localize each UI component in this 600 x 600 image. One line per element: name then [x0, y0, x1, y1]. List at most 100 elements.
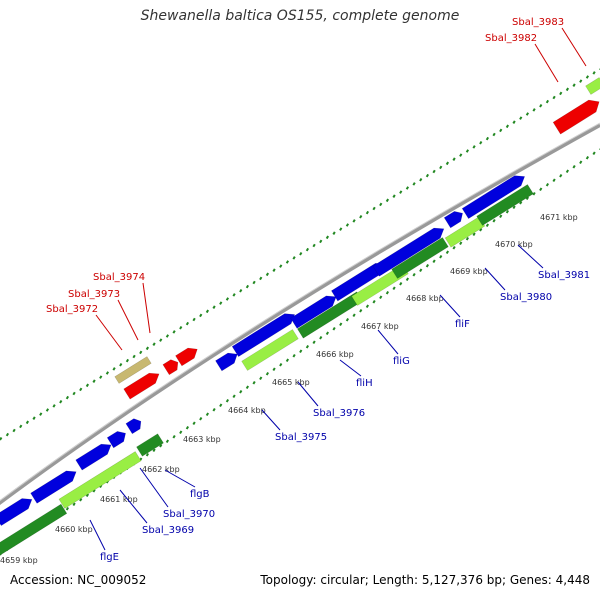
- reverse-gene-label: Sbal_3982: [485, 33, 537, 44]
- track-dot: [239, 288, 243, 293]
- track-dot: [52, 404, 56, 408]
- track-dot: [379, 202, 383, 207]
- track-dot: [312, 243, 316, 248]
- track-dot: [212, 305, 216, 309]
- track-dot: [272, 268, 276, 272]
- track-dot: [99, 375, 103, 379]
- track-dot: [32, 416, 36, 420]
- forward-gene-feature-shape: [290, 295, 337, 329]
- track-dot: [385, 198, 390, 203]
- track-dot: [219, 301, 223, 305]
- cds-feature: [391, 237, 449, 279]
- label-leader-line: [484, 267, 506, 291]
- track-dot: [379, 295, 383, 300]
- reverse-gene-label: Sbal_3972: [46, 304, 98, 315]
- track-dot: [572, 164, 576, 169]
- track-dot: [419, 177, 423, 182]
- track-dot: [285, 260, 290, 264]
- track-dot: [539, 103, 543, 108]
- track-dot: [152, 448, 156, 453]
- track-dot: [319, 335, 323, 340]
- track-dot: [45, 408, 50, 412]
- track-dot: [479, 227, 483, 232]
- track-dot: [432, 169, 436, 174]
- track-dot: [579, 160, 583, 165]
- track-dot: [312, 340, 316, 345]
- track-dot: [252, 280, 256, 285]
- track-dot: [252, 380, 256, 385]
- track-dot: [199, 416, 203, 421]
- cds-feature-shape: [585, 77, 600, 95]
- track-dot: [425, 173, 430, 178]
- reverse-gene-feature-shape: [162, 359, 179, 376]
- track-dot: [92, 488, 96, 493]
- track-dot: [292, 353, 296, 358]
- track-dot: [352, 219, 356, 223]
- forward-gene-label: flgE: [100, 552, 119, 563]
- track-dot: [519, 116, 523, 120]
- track-dot: [532, 191, 536, 196]
- reverse-gene-feature: [162, 359, 179, 376]
- track-dot: [92, 379, 96, 383]
- forward-gene-feature: [290, 295, 337, 329]
- reverse-gene-feature: [175, 347, 198, 367]
- cds-feature: [476, 184, 534, 226]
- label-leader-line: [439, 294, 461, 318]
- forward-gene-feature: [30, 470, 77, 504]
- track-dot: [439, 165, 443, 170]
- kbp-tick-label: 4665 kbp: [272, 378, 310, 387]
- gene-features: [0, 77, 600, 557]
- track-dot: [12, 428, 16, 433]
- cds-feature-shape: [241, 329, 299, 371]
- forward-gene-feature-shape: [461, 175, 526, 219]
- label-leader-line: [139, 467, 169, 508]
- track-dot: [505, 209, 510, 214]
- track-dot: [399, 190, 403, 194]
- track-dot: [539, 187, 543, 192]
- cds-feature: [58, 451, 142, 509]
- track-dot: [279, 362, 283, 367]
- track-dot: [565, 169, 570, 174]
- track-dot: [405, 186, 410, 190]
- track-dot: [159, 338, 163, 342]
- track-dot: [125, 358, 130, 363]
- track-dot: [572, 83, 576, 87]
- track-dot: [172, 330, 176, 334]
- cds-feature-shape: [136, 433, 164, 457]
- track-dot: [565, 87, 570, 92]
- forward-gene-feature: [125, 418, 142, 435]
- forward-gene-label: Sbal_3969: [142, 525, 194, 536]
- forward-gene-feature: [106, 431, 126, 449]
- kbp-tick-label: 4664 kbp: [228, 406, 266, 415]
- forward-gene-feature-shape: [106, 431, 126, 449]
- reverse-gene-feature-shape: [175, 347, 198, 367]
- track-dot: [552, 95, 556, 100]
- reverse-gene-feature-shape: [123, 372, 160, 400]
- track-dot: [259, 376, 263, 381]
- track-dot: [219, 403, 223, 408]
- forward-gene-label: Sbal_3980: [500, 292, 552, 303]
- track-dot: [239, 389, 243, 394]
- cds-feature: [0, 503, 68, 557]
- track-dot: [85, 383, 90, 388]
- track-dot: [205, 412, 210, 417]
- label-leader-line: [164, 469, 196, 488]
- track-dot: [225, 398, 230, 403]
- forward-gene-label: flgB: [190, 489, 210, 500]
- track-dot: [79, 497, 83, 502]
- track-dot: [592, 71, 596, 75]
- track-dot: [359, 308, 363, 313]
- cds-feature-shape: [58, 451, 142, 509]
- cds-feature: [136, 433, 164, 457]
- track-dot: [459, 153, 463, 157]
- track-dot: [232, 293, 236, 297]
- track-dot: [339, 227, 343, 231]
- track-dot: [392, 194, 396, 198]
- forward-gene-feature: [443, 211, 463, 229]
- track-dot: [192, 421, 196, 426]
- track-dot: [559, 173, 563, 178]
- label-leader-line: [377, 329, 399, 355]
- reverse-gene-feature: [114, 356, 152, 384]
- track-dot: [492, 132, 496, 137]
